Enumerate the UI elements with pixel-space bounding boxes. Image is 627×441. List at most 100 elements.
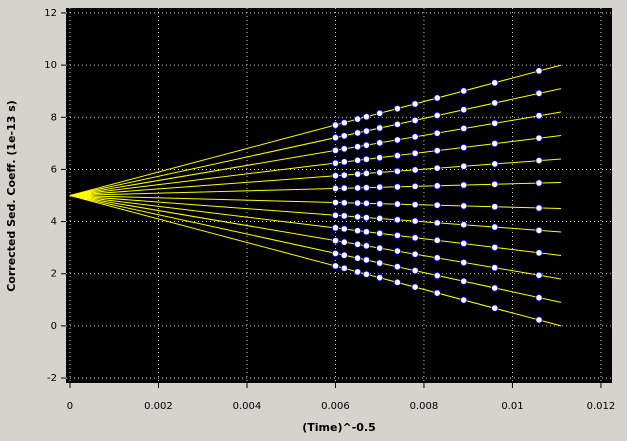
data-point bbox=[331, 249, 340, 257]
data-point bbox=[460, 296, 468, 304]
data-point bbox=[491, 203, 499, 211]
data-point bbox=[331, 184, 340, 193]
data-point bbox=[376, 229, 384, 237]
data-point bbox=[411, 166, 419, 174]
data-point bbox=[331, 198, 340, 207]
x-axis-label: (Time)^-0.5 bbox=[302, 421, 376, 434]
data-point bbox=[535, 316, 543, 324]
data-point bbox=[340, 132, 348, 140]
data-point bbox=[460, 181, 468, 189]
data-point bbox=[393, 136, 402, 144]
data-point bbox=[460, 106, 468, 114]
data-point bbox=[353, 199, 362, 207]
series-line bbox=[69, 195, 562, 210]
data-point bbox=[376, 139, 384, 147]
y-tick-label: 6 bbox=[51, 164, 57, 175]
data-point bbox=[460, 87, 468, 95]
data-point bbox=[362, 141, 371, 149]
data-point bbox=[535, 226, 543, 235]
data-point bbox=[491, 180, 499, 188]
data-point bbox=[340, 171, 348, 179]
data-point bbox=[393, 263, 402, 271]
data-point bbox=[460, 143, 468, 152]
data-point bbox=[491, 79, 499, 87]
data-point bbox=[376, 183, 384, 191]
data-point bbox=[331, 262, 340, 270]
data-point bbox=[411, 234, 419, 242]
series-line bbox=[69, 181, 562, 196]
data-point bbox=[362, 270, 371, 278]
data-point bbox=[393, 247, 402, 255]
y-tick-label: -2 bbox=[47, 373, 57, 384]
data-point bbox=[433, 271, 441, 280]
data-point bbox=[353, 254, 362, 262]
series-line bbox=[69, 158, 562, 196]
data-point bbox=[353, 268, 362, 276]
data-point bbox=[376, 214, 384, 223]
data-point bbox=[340, 158, 348, 166]
data-point bbox=[393, 120, 402, 128]
data-point bbox=[353, 115, 362, 123]
data-point bbox=[376, 244, 384, 252]
data-point bbox=[460, 239, 468, 248]
data-point bbox=[535, 271, 543, 279]
data-point bbox=[433, 254, 441, 262]
data-point bbox=[433, 147, 441, 155]
data-point bbox=[411, 100, 419, 108]
data-point bbox=[393, 105, 402, 113]
data-point bbox=[353, 129, 362, 137]
series-line bbox=[69, 195, 562, 280]
data-point bbox=[340, 184, 348, 192]
y-tick-label: 8 bbox=[51, 112, 57, 123]
data-point bbox=[535, 134, 543, 142]
data-point bbox=[340, 251, 348, 259]
data-point bbox=[340, 212, 348, 220]
x-tick-label: 0.01 bbox=[501, 401, 523, 412]
data-point bbox=[362, 113, 371, 121]
data-point bbox=[393, 167, 402, 175]
data-point bbox=[393, 231, 402, 239]
data-point bbox=[491, 99, 499, 107]
data-point bbox=[362, 127, 371, 135]
data-point bbox=[535, 67, 543, 75]
data-point bbox=[353, 156, 362, 164]
data-point bbox=[393, 200, 402, 208]
data-point bbox=[411, 182, 419, 190]
data-point bbox=[340, 264, 348, 272]
data-point bbox=[331, 159, 340, 167]
data-point bbox=[376, 259, 384, 267]
data-point bbox=[460, 277, 468, 285]
data-point bbox=[535, 249, 543, 257]
data-point bbox=[331, 237, 340, 245]
data-point bbox=[340, 225, 348, 233]
data-point bbox=[411, 133, 419, 141]
y-tick-label: 0 bbox=[51, 321, 57, 332]
data-point bbox=[535, 156, 543, 165]
data-point bbox=[393, 152, 402, 160]
data-point bbox=[362, 169, 371, 177]
data-point bbox=[411, 250, 419, 258]
data-point bbox=[491, 284, 499, 292]
series-line bbox=[69, 195, 562, 256]
data-point bbox=[491, 243, 499, 251]
series-line bbox=[69, 195, 562, 327]
data-point bbox=[411, 149, 419, 157]
data-point bbox=[331, 172, 340, 180]
y-tick-label: 10 bbox=[44, 60, 57, 71]
data-point bbox=[353, 213, 362, 221]
data-point bbox=[340, 238, 348, 246]
data-point bbox=[433, 164, 441, 172]
plot-area bbox=[66, 8, 612, 383]
data-point bbox=[376, 200, 384, 208]
data-point bbox=[491, 264, 499, 272]
data-point bbox=[433, 94, 441, 102]
data-point bbox=[362, 214, 371, 222]
data-point bbox=[376, 109, 384, 117]
data-point bbox=[411, 116, 419, 124]
data-point bbox=[433, 236, 441, 244]
y-tick-label: 4 bbox=[51, 217, 57, 228]
data-point bbox=[491, 140, 499, 148]
data-point bbox=[411, 217, 419, 225]
x-tick-label: 0 bbox=[67, 401, 73, 412]
data-point bbox=[362, 256, 371, 264]
